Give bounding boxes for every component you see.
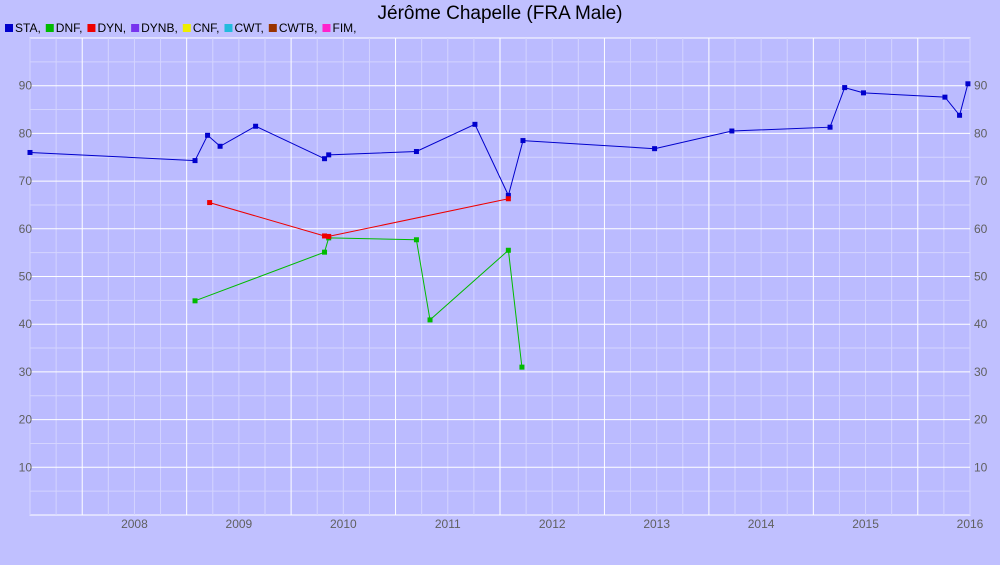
y-tick-label-right: 90 [974, 79, 988, 93]
legend-label: DYNB, [141, 21, 178, 35]
y-tick-label-left: 20 [19, 413, 33, 427]
legend-swatch [45, 24, 54, 32]
data-point-sta [965, 81, 971, 87]
data-point-dyn [505, 196, 511, 202]
y-tick-label-left: 70 [19, 174, 33, 188]
data-point-sta [729, 128, 735, 134]
legend-item: DNF, [45, 21, 83, 35]
legend-swatch [224, 24, 233, 32]
x-tick-label: 2013 [643, 517, 670, 531]
y-tick-label-left: 30 [19, 365, 33, 379]
data-point-dyn [322, 233, 328, 239]
data-point-sta [326, 152, 332, 158]
y-tick-label-right: 10 [974, 460, 988, 474]
data-point-sta [957, 112, 963, 118]
data-point-dnf [413, 237, 419, 243]
x-tick-label: 2016 [957, 517, 984, 531]
legend-label: CWTB, [279, 21, 318, 35]
series-layer [27, 81, 971, 370]
legend-item: DYNB, [131, 21, 178, 35]
y-tick-label-right: 30 [974, 365, 988, 379]
legend-label: CWT, [234, 21, 263, 35]
data-point-sta [652, 146, 658, 152]
axes: 10 10 20 20 30 30 40 40 50 50 60 60 70 70 80 80 90 90 2008… [19, 79, 988, 531]
legend-item: DYN, [87, 21, 126, 35]
y-tick-label-left: 60 [19, 222, 33, 236]
data-point-sta [942, 94, 948, 100]
data-point-sta [505, 192, 511, 198]
y-tick-label-right: 70 [974, 174, 988, 188]
data-point-dyn [207, 200, 213, 206]
data-point-sta [27, 149, 33, 155]
x-tick-label: 2012 [539, 517, 566, 531]
legend-swatch [268, 24, 277, 32]
y-tick-label-left: 50 [19, 270, 33, 284]
data-point-sta [520, 138, 526, 144]
data-point-dnf [505, 247, 511, 253]
y-tick-label-right: 60 [974, 222, 988, 236]
x-tick-label: 2010 [330, 517, 357, 531]
legend-label: FIM, [332, 21, 356, 35]
legend-swatch [131, 24, 140, 32]
data-point-dnf [519, 364, 525, 370]
data-point-dyn [326, 233, 332, 239]
x-tick-label: 2014 [748, 517, 775, 531]
legend-swatch [5, 24, 13, 32]
grid [29, 38, 971, 515]
data-point-sta [205, 132, 211, 138]
data-point-dnf [427, 317, 433, 323]
y-tick-label-right: 20 [974, 413, 988, 427]
legend-label: DNF, [56, 21, 83, 35]
y-tick-label-right: 80 [974, 126, 988, 140]
y-tick-label-left: 80 [19, 126, 33, 140]
legend-item: STA, [5, 21, 41, 35]
data-point-dnf [322, 249, 328, 255]
data-point-sta [860, 90, 866, 96]
data-point-dnf [192, 298, 198, 304]
data-point-sta [413, 149, 419, 155]
legend-item: CNF, [182, 21, 220, 35]
x-tick-label: 2009 [226, 517, 253, 531]
legend-label: CNF, [193, 21, 220, 35]
legend-label: DYN, [97, 21, 126, 35]
data-point-sta [217, 143, 223, 149]
data-point-sta [842, 85, 848, 91]
legend-swatch [322, 24, 331, 32]
legend-item: FIM, [322, 21, 356, 35]
x-tick-label: 2011 [435, 517, 461, 531]
data-point-sta [253, 123, 259, 129]
chart-title: Jérôme Chapelle (FRA Male) [378, 3, 623, 24]
legend-swatch [87, 24, 96, 32]
data-point-sta [472, 121, 478, 127]
legend-swatch [182, 24, 191, 32]
x-tick-label: 2008 [121, 517, 148, 531]
data-point-sta [192, 158, 198, 164]
y-tick-label-left: 10 [19, 460, 33, 474]
data-point-sta [322, 156, 328, 162]
legend-item: CWTB, [268, 21, 318, 35]
y-tick-label-right: 50 [974, 270, 988, 284]
y-tick-label-left: 40 [19, 317, 33, 331]
data-point-sta [827, 124, 833, 130]
legend: STA, DNF, DYN, DYNB, CNF, CWT, CWTB, FIM, [5, 21, 356, 35]
y-tick-label-left: 90 [19, 79, 33, 93]
x-tick-label: 2015 [852, 517, 879, 531]
legend-item: CWT, [224, 21, 264, 35]
y-tick-label-right: 40 [974, 317, 988, 331]
legend-label: STA, [15, 21, 41, 35]
